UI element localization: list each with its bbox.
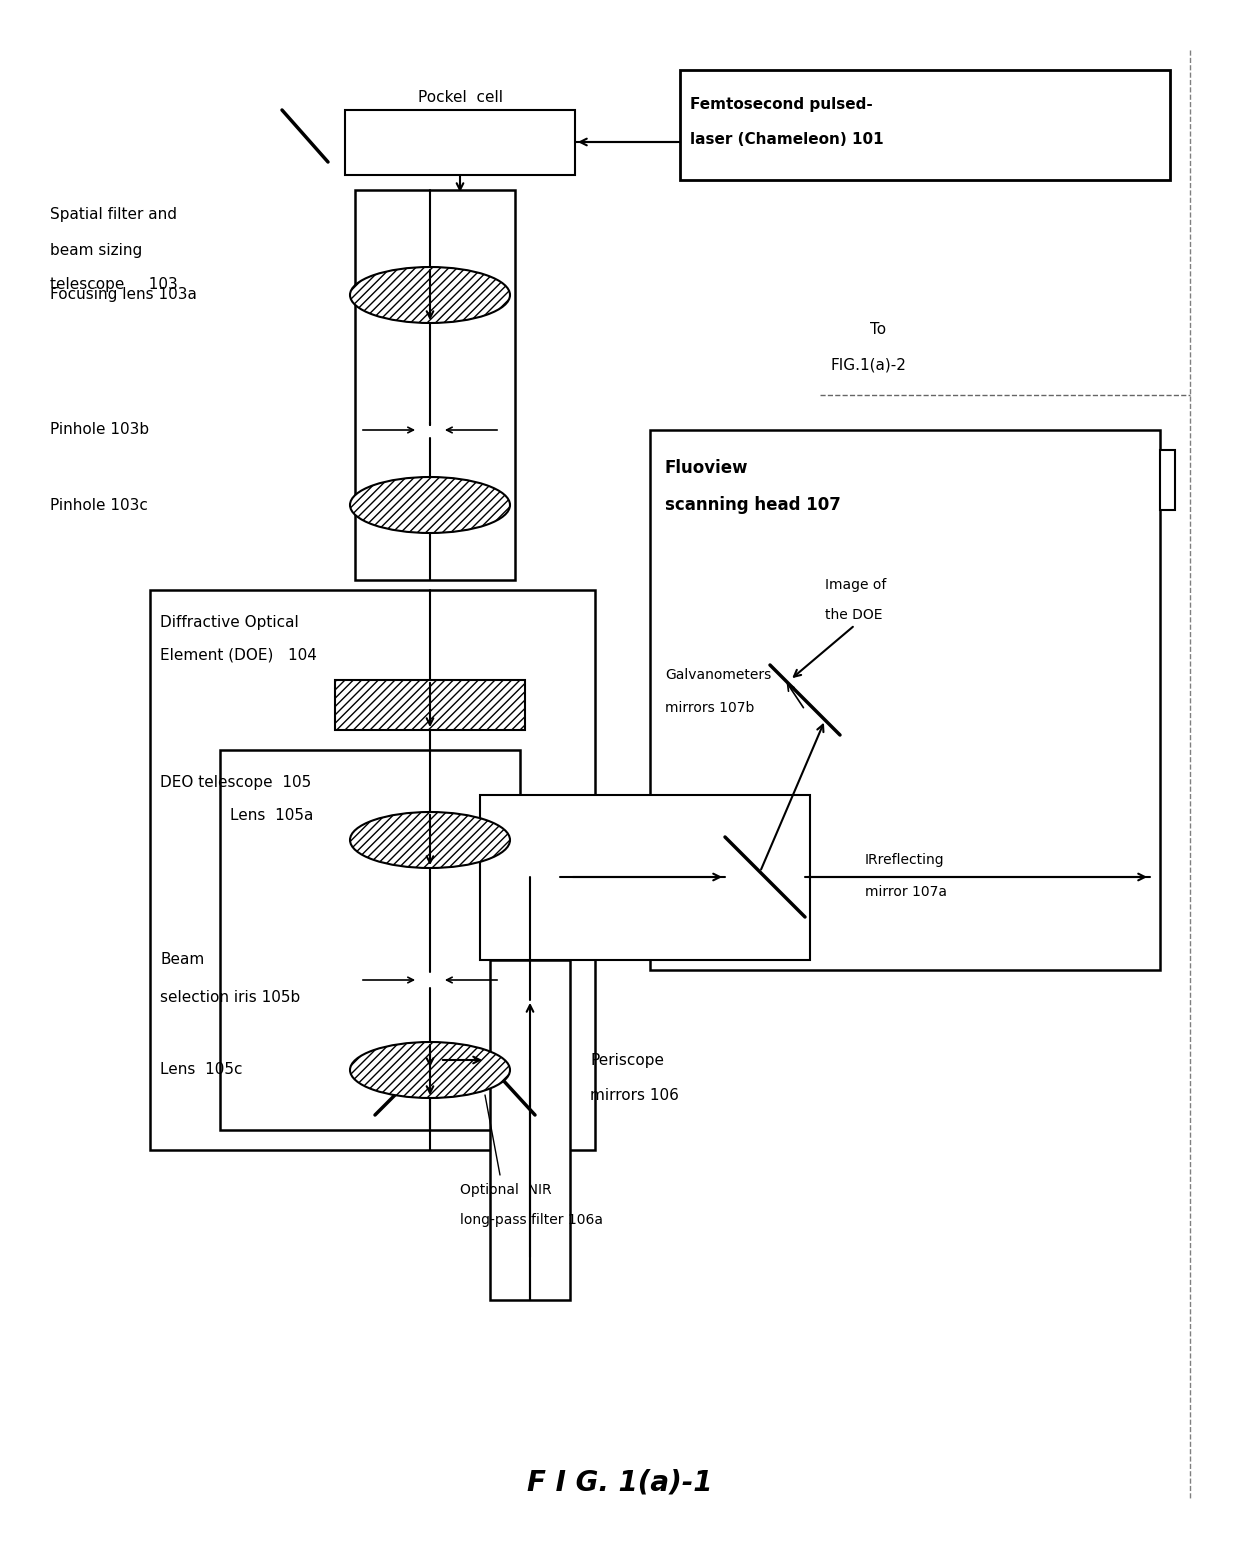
Text: Diffractive Optical: Diffractive Optical — [160, 615, 299, 630]
Ellipse shape — [350, 1041, 510, 1097]
Text: FIG.1(a)-2: FIG.1(a)-2 — [830, 357, 906, 372]
Text: selection iris 105b: selection iris 105b — [160, 990, 300, 1006]
Text: F I G. 1(a)-1: F I G. 1(a)-1 — [527, 1468, 713, 1496]
Text: laser (Chameleon) 101: laser (Chameleon) 101 — [689, 132, 884, 147]
Text: Element (DOE)   104: Element (DOE) 104 — [160, 647, 317, 663]
Text: mirrors 107b: mirrors 107b — [665, 702, 754, 715]
Text: Lens  105a: Lens 105a — [229, 807, 314, 823]
Text: DEO telescope  105: DEO telescope 105 — [160, 774, 311, 790]
Ellipse shape — [350, 267, 510, 323]
Text: mirrors 106: mirrors 106 — [590, 1088, 678, 1102]
Text: Spatial filter and: Spatial filter and — [50, 208, 177, 222]
Text: Galvanometers: Galvanometers — [665, 667, 771, 681]
Text: scanning head 107: scanning head 107 — [665, 497, 841, 514]
Text: Beam: Beam — [160, 953, 205, 967]
Text: IRreflecting: IRreflecting — [866, 854, 945, 868]
Text: Periscope: Periscope — [590, 1052, 663, 1068]
Text: the DOE: the DOE — [825, 608, 883, 622]
Bar — [650, 430, 1159, 970]
Text: To: To — [870, 323, 887, 337]
Bar — [335, 680, 525, 729]
Bar — [150, 590, 595, 1150]
Text: telescope     103: telescope 103 — [50, 278, 177, 292]
Text: Femtosecond pulsed-: Femtosecond pulsed- — [689, 98, 873, 112]
Text: long-pass filter 106a: long-pass filter 106a — [460, 1214, 603, 1228]
Text: Optional  NIR: Optional NIR — [460, 1183, 552, 1197]
Text: Lens  105c: Lens 105c — [160, 1063, 243, 1077]
Text: mirror 107a: mirror 107a — [866, 885, 947, 899]
Text: Pockel  cell: Pockel cell — [418, 90, 502, 106]
Ellipse shape — [350, 812, 510, 868]
Text: Pinhole 103c: Pinhole 103c — [50, 498, 148, 512]
Bar — [219, 750, 520, 1130]
Text: Pinhole 103b: Pinhole 103b — [50, 422, 149, 438]
Bar — [680, 70, 1171, 180]
Bar — [480, 795, 810, 961]
Text: Fluoview: Fluoview — [665, 459, 749, 476]
Ellipse shape — [350, 476, 510, 532]
Text: Image of: Image of — [825, 577, 887, 591]
Text: beam sizing: beam sizing — [50, 242, 143, 258]
Bar — [490, 961, 570, 1301]
Bar — [355, 189, 515, 580]
Bar — [345, 110, 575, 175]
Bar — [1159, 450, 1176, 511]
Text: Focusing lens 103a: Focusing lens 103a — [50, 287, 197, 303]
